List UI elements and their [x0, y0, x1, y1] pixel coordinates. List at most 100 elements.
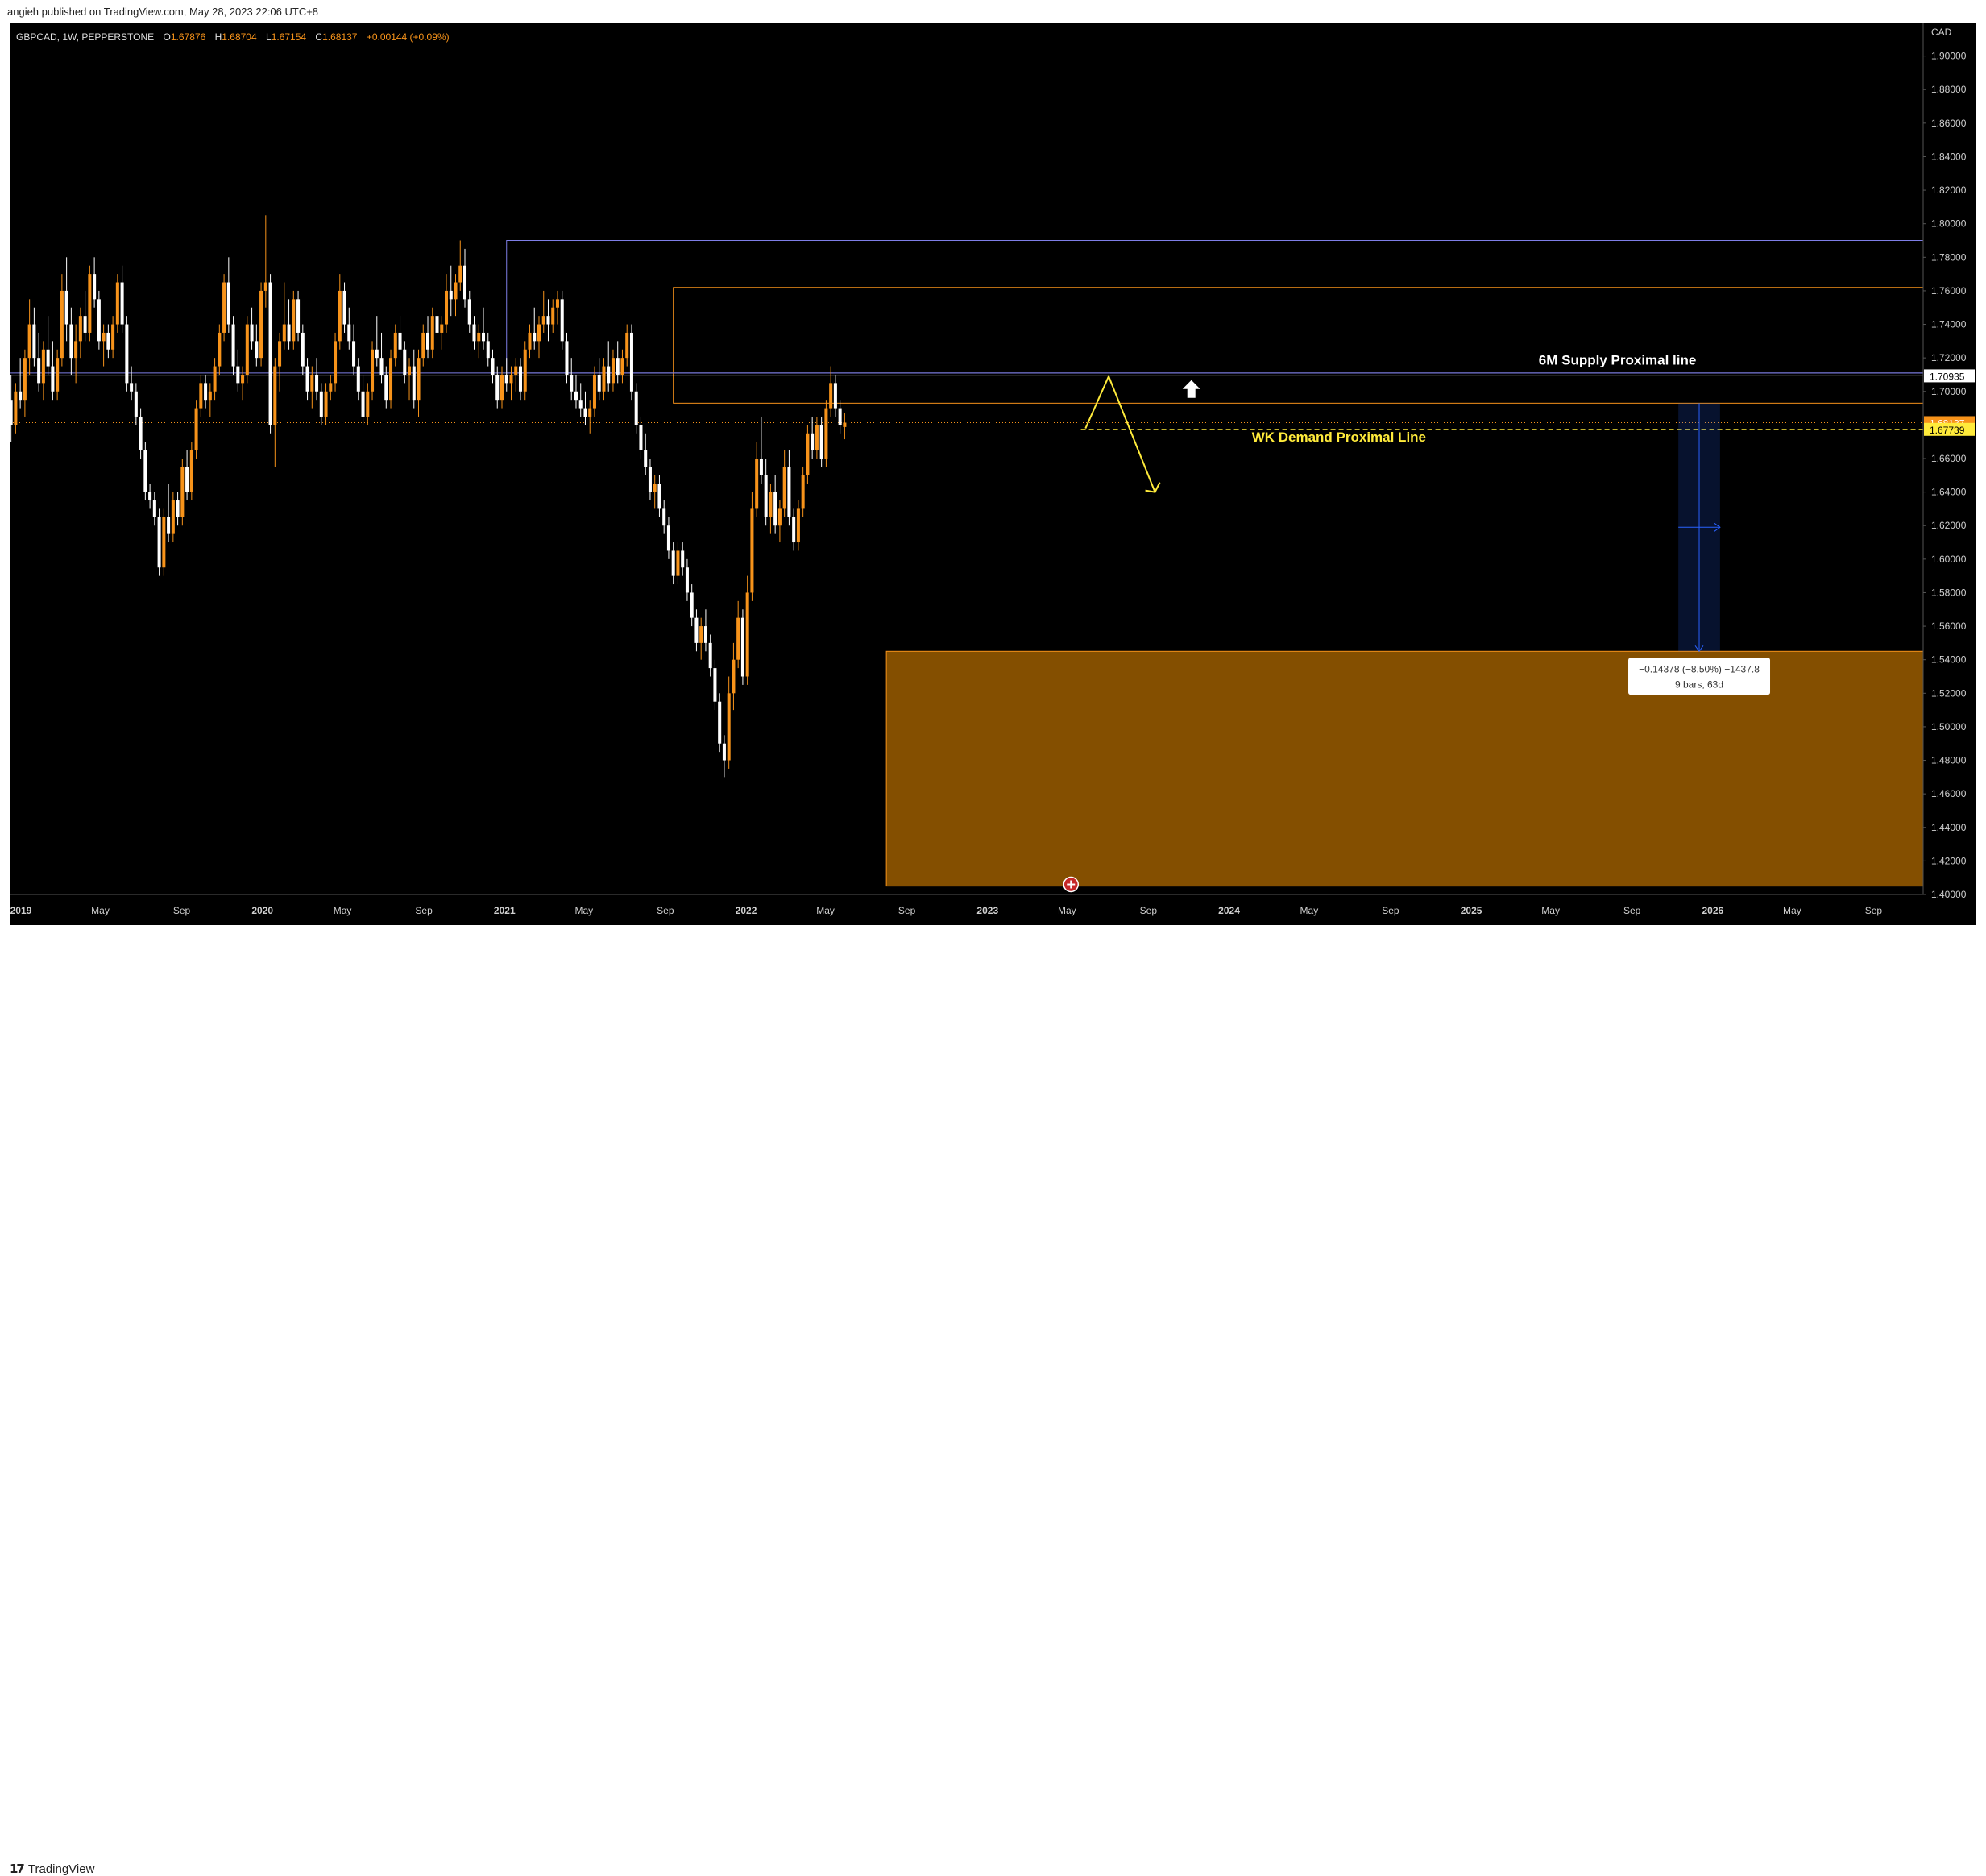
candle-body	[449, 290, 453, 300]
candle-body	[32, 324, 36, 359]
candle-body	[574, 391, 578, 401]
candle-body	[167, 517, 171, 534]
candle-body	[125, 324, 129, 384]
legend-close: 1.68137	[322, 31, 358, 43]
candle-body	[310, 374, 314, 392]
candle-body	[671, 550, 675, 576]
candle-body	[676, 550, 680, 576]
price-tick-label: 1.72000	[1931, 352, 1967, 363]
price-tick-label: 1.42000	[1931, 855, 1967, 866]
candle-body	[537, 324, 541, 342]
legend-close-label: C	[315, 31, 322, 43]
candle-body	[189, 450, 193, 492]
candle-body	[148, 492, 152, 501]
candle-body	[792, 517, 796, 543]
candle-body	[551, 307, 555, 325]
candle-body	[458, 265, 462, 283]
time-axis[interactable]: 2019 May Sep 2020 May Sep 2021 May Sep 2022 May Sep…	[10, 894, 1923, 925]
candle-body	[819, 425, 823, 459]
legend-low: 1.67154	[272, 31, 307, 43]
price-tick-label: 1.74000	[1931, 319, 1967, 330]
candle-body	[745, 592, 749, 677]
candle-body	[616, 358, 620, 375]
candle-body	[130, 383, 134, 392]
candle-body	[481, 332, 486, 342]
candle-body	[176, 500, 180, 517]
price-tick-label: 1.80000	[1931, 218, 1967, 230]
price-axis[interactable]: CAD 1.90000 1.88000 1.86000 1.84000 1.82000 1.…	[1922, 23, 1976, 925]
price-tick-label: 1.40000	[1931, 889, 1967, 900]
candle-body	[445, 290, 449, 325]
candle-body	[194, 408, 198, 450]
price-tick-label: 1.60000	[1931, 554, 1967, 565]
time-tick-label: Sep	[173, 905, 191, 916]
candle-body	[384, 374, 388, 401]
annotation-label: WK Demand Proximal Line	[1252, 430, 1426, 445]
tradingview-logo[interactable]: 17 TradingView	[10, 1861, 94, 1876]
measure-change-text: −0.14378 (−8.50%) −1437.8	[1639, 663, 1760, 674]
candle-body	[185, 467, 189, 492]
candle-body	[305, 366, 309, 392]
candle-body	[666, 525, 670, 551]
publish-info-bar: angieh published on TradingView.com, May…	[0, 0, 1986, 23]
time-tick-label: Sep	[898, 905, 916, 916]
time-tick-label: Sep	[1623, 905, 1641, 916]
candle-body	[157, 517, 161, 568]
candle-body	[495, 374, 500, 401]
candle-body	[583, 408, 587, 417]
candle-body	[639, 425, 643, 450]
candle-body	[796, 508, 800, 543]
candle-body	[597, 374, 601, 392]
candle-body	[578, 400, 583, 409]
candle-body	[491, 358, 495, 375]
drawings[interactable]: −0.14378 (−8.50%) −1437.8 9 bars, 63d 6M S…	[1063, 352, 1771, 893]
price-tick-label: 1.76000	[1931, 285, 1967, 297]
time-tick-label: 2020	[251, 905, 273, 916]
price-tick-label: 1.62000	[1931, 520, 1967, 531]
time-tick-label: May	[334, 905, 352, 916]
candle-body	[46, 349, 50, 367]
candle-body	[477, 332, 481, 342]
candle-body	[88, 274, 92, 333]
candle-body	[570, 374, 574, 392]
candle-body	[319, 391, 323, 417]
time-tick-label: May	[816, 905, 835, 916]
candle-body	[546, 316, 550, 325]
candle-body	[218, 332, 222, 367]
price-tick-label: 1.64000	[1931, 487, 1967, 498]
candle-body	[662, 508, 666, 526]
candle-body	[648, 467, 652, 492]
chart-area[interactable]: −0.14378 (−8.50%) −1437.8 9 bars, 63d 6M S…	[9, 23, 1976, 925]
candle-body	[514, 366, 518, 375]
candle-body	[74, 341, 78, 359]
candle-body	[504, 374, 508, 384]
candle-body	[334, 341, 338, 384]
candle-body	[180, 467, 185, 517]
candle-body	[833, 383, 837, 409]
candle-body	[152, 500, 156, 517]
price-tick-label: 1.86000	[1931, 118, 1967, 129]
candle-body	[829, 383, 833, 409]
candle-body	[236, 366, 240, 384]
candle-body	[421, 332, 425, 359]
candle-body	[486, 341, 490, 359]
candle-body	[231, 324, 235, 367]
candle-body	[801, 475, 805, 509]
price-tick-label: 1.82000	[1931, 185, 1967, 196]
supply-zone-weekly	[673, 287, 1924, 404]
price-label-badge	[1924, 369, 1975, 383]
candle-body	[379, 358, 384, 375]
candle-body	[435, 316, 439, 333]
candle-body	[301, 332, 305, 367]
candle-body	[115, 282, 119, 325]
candle-body	[811, 433, 815, 450]
price-chart[interactable]: −0.14378 (−8.50%) −1437.8 9 bars, 63d 6M S…	[9, 23, 1976, 925]
candle-body	[629, 332, 633, 392]
candle-body	[843, 422, 847, 427]
candle-body	[690, 592, 694, 618]
candle-body	[472, 324, 476, 342]
candle-body	[815, 425, 819, 450]
candle-body	[740, 617, 744, 677]
candle-body	[268, 282, 272, 425]
candle-body	[315, 374, 319, 392]
